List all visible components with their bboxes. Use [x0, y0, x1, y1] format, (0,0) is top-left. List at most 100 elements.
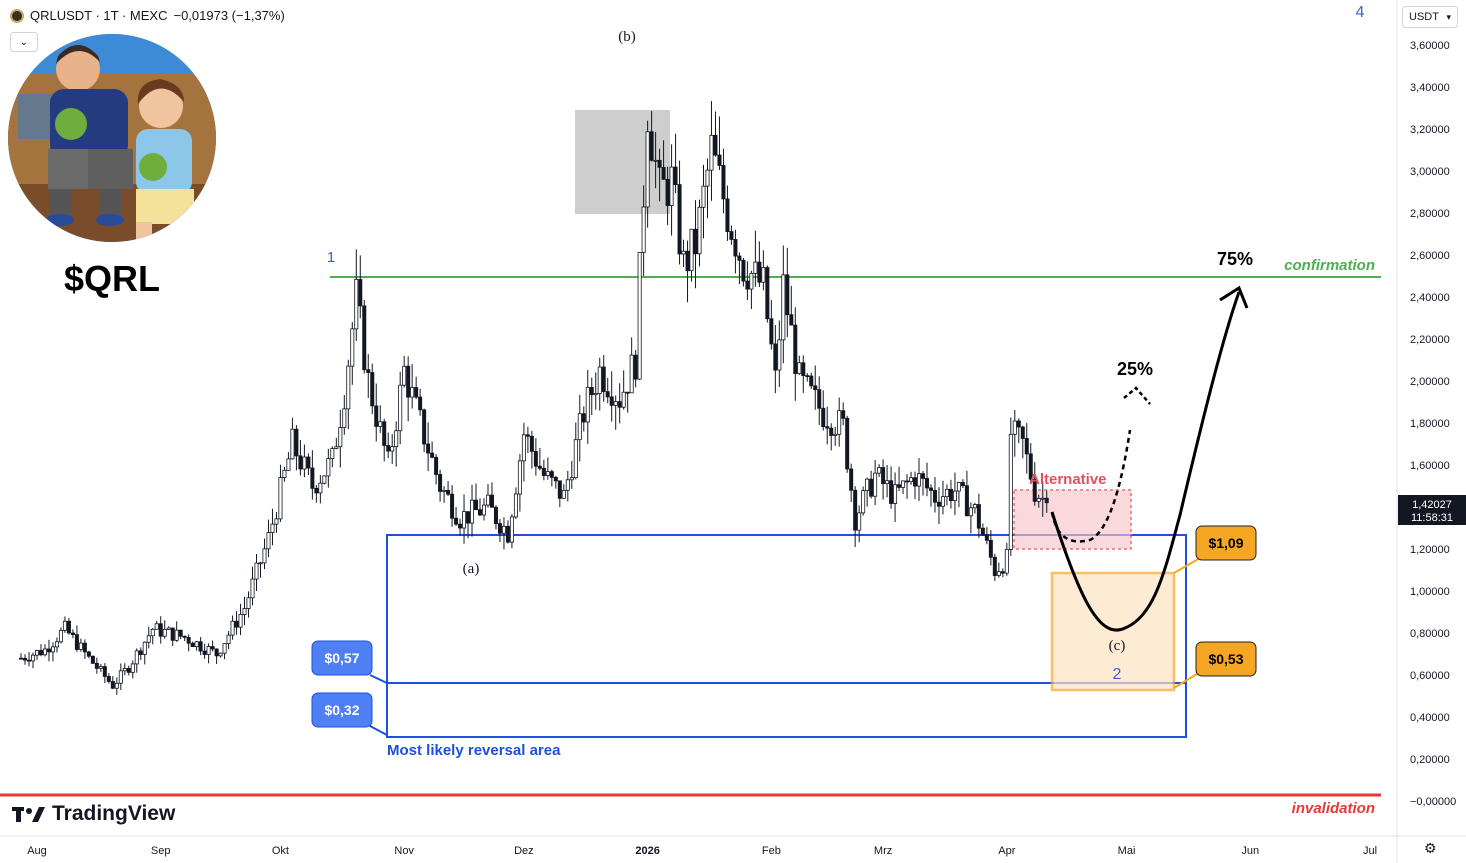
collapse-legend-button[interactable]: ⌄ — [10, 32, 38, 52]
candle-body — [426, 443, 431, 454]
candle-body — [657, 159, 662, 168]
candle-body — [525, 434, 530, 437]
candle-body — [1032, 478, 1037, 502]
price-axis[interactable]: 3,60000 3,40000 3,20000 3,00000 2,80000 2,600… — [1410, 40, 1456, 808]
candle-body — [102, 666, 107, 677]
price-tick-label: 3,20000 — [1410, 124, 1450, 136]
candle-body — [286, 458, 291, 471]
candle-body — [126, 668, 131, 673]
candle-body — [338, 427, 343, 448]
candle-body — [837, 410, 842, 435]
leader-109 — [1173, 557, 1201, 574]
candle-body — [38, 650, 43, 656]
leader-032 — [369, 725, 388, 736]
candle-body — [513, 493, 518, 518]
candle-body — [553, 476, 558, 482]
candle-body — [956, 482, 961, 492]
candle-body — [210, 646, 215, 650]
candle-body — [924, 478, 929, 489]
candle-body — [589, 387, 594, 396]
candle-body — [833, 433, 838, 436]
candle-body — [873, 472, 878, 497]
candle-body — [442, 489, 447, 492]
candle-body — [665, 178, 670, 206]
candle-body — [545, 471, 550, 477]
candle-body — [1036, 498, 1041, 502]
wave-c-label: (c) — [1109, 638, 1126, 654]
candle-body — [366, 369, 371, 373]
candle-body — [877, 467, 882, 474]
candle-body — [274, 518, 279, 525]
symbol-header[interactable]: QRLUSDT · 1T · MEXC −0,01973 (−1,37%) — [10, 8, 285, 23]
candle-body — [358, 279, 363, 307]
ticker-title: $QRL — [64, 258, 161, 299]
candle-body — [785, 274, 790, 316]
candle-body — [262, 548, 267, 564]
candle-body — [809, 375, 814, 387]
time-axis[interactable]: Aug Sep Okt Nov Dez 2026 Feb Mrz Apr Mai Jun Jul — [27, 845, 1377, 857]
price-tick-label: 0,60000 — [1410, 670, 1450, 682]
candle-body — [701, 185, 706, 208]
candle-body — [322, 475, 327, 484]
price-tick-label: 0,40000 — [1410, 712, 1450, 724]
chevron-down-icon: ▾ — [1446, 11, 1451, 22]
candle-body — [629, 354, 634, 394]
candle-body — [653, 159, 658, 162]
candle-body — [142, 641, 147, 655]
settings-gear-icon[interactable]: ⚙ — [1424, 840, 1437, 856]
candle-body — [549, 471, 554, 478]
callout-053-text: $0,53 — [1208, 651, 1243, 667]
candle-body — [757, 261, 762, 283]
candle-body — [446, 489, 451, 495]
time-tick-label: Apr — [998, 845, 1015, 857]
candle-body — [857, 512, 862, 531]
candle-body — [146, 635, 151, 643]
candle-body — [31, 654, 36, 662]
currency-label: USDT — [1409, 11, 1439, 23]
candle-body — [254, 562, 259, 580]
main-projection-path — [1050, 291, 1241, 632]
candle-body — [23, 657, 28, 661]
candle-body — [980, 527, 985, 536]
time-tick-label: 2026 — [635, 845, 659, 857]
time-tick-label: Aug — [27, 845, 47, 857]
candle-body — [54, 641, 59, 648]
price-tick-label: 1,60000 — [1410, 460, 1450, 472]
candle-body — [242, 608, 247, 615]
symbol-label[interactable]: QRLUSDT · 1T · MEXC — [30, 8, 168, 23]
candle-body — [597, 366, 602, 394]
wave-b-zone — [575, 110, 670, 214]
candles — [19, 101, 1049, 695]
callout-032-text: $0,32 — [324, 702, 359, 718]
candle-body — [745, 280, 750, 290]
candle-body — [889, 480, 894, 504]
candle-body — [138, 650, 143, 655]
candle-body — [66, 620, 71, 634]
candle-body — [677, 184, 682, 255]
candle-body — [964, 485, 969, 517]
candle-body — [186, 636, 191, 644]
candle-body — [330, 448, 335, 459]
candle-body — [306, 456, 311, 469]
candle-body — [637, 252, 642, 380]
candle-body — [940, 496, 945, 507]
tradingview-logo[interactable]: TradingView — [12, 802, 175, 826]
candle-body — [493, 506, 498, 524]
candle-body — [70, 632, 75, 636]
candle-body — [557, 480, 562, 499]
candle-body — [773, 343, 778, 371]
candle-body — [805, 375, 810, 377]
candle-body — [250, 578, 255, 599]
candle-body — [230, 620, 235, 636]
candle-body — [1016, 420, 1021, 428]
candle-body — [573, 439, 578, 479]
candle-body — [813, 385, 818, 391]
currency-selector[interactable]: USDT ▾ — [1402, 6, 1458, 28]
candle-body — [458, 523, 463, 529]
candle-body — [781, 274, 786, 341]
price-tick-label: 2,20000 — [1410, 334, 1450, 346]
candle-body — [106, 676, 111, 682]
wave-1-label: 1 — [327, 249, 335, 266]
candle-body — [19, 657, 24, 660]
